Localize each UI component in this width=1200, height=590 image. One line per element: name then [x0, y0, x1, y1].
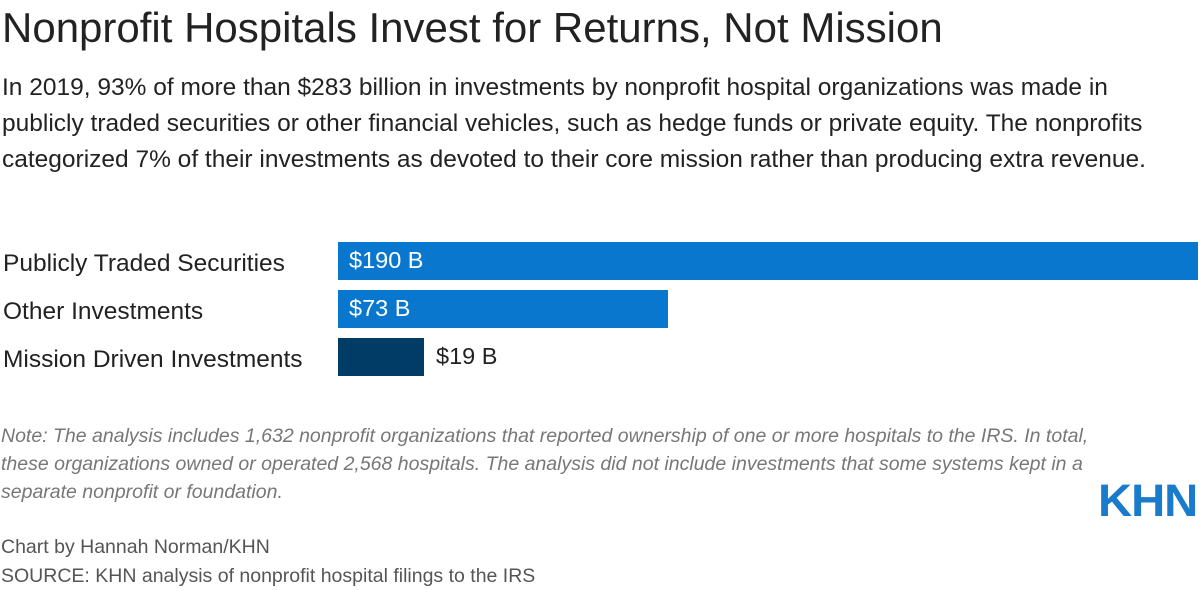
bar-value-label: $19 B	[436, 343, 498, 369]
chart-subtitle: In 2019, 93% of more than $283 billion i…	[2, 74, 1146, 173]
bar	[338, 290, 668, 328]
bar-value-label: $190 B	[349, 247, 424, 273]
bar	[338, 242, 1198, 280]
bar	[338, 338, 424, 376]
chart-credit: Chart by Hannah Norman/KHN	[1, 536, 270, 558]
category-label: Other Investments	[3, 298, 204, 325]
chart-note: Note: The analysis includes 1,632 nonpro…	[1, 425, 1089, 503]
category-label: Mission Driven Investments	[3, 346, 303, 373]
chart-source: SOURCE: KHN analysis of nonprofit hospit…	[1, 565, 536, 587]
khn-logo[interactable]: KHN	[1098, 475, 1198, 526]
bar-value-label: $73 B	[349, 295, 411, 321]
chart-title: Nonprofit Hospitals Invest for Returns, …	[2, 4, 943, 51]
bar-chart: Publicly Traded Securities $190 B Other In…	[0, 236, 1200, 386]
category-label: Publicly Traded Securities	[3, 250, 285, 277]
